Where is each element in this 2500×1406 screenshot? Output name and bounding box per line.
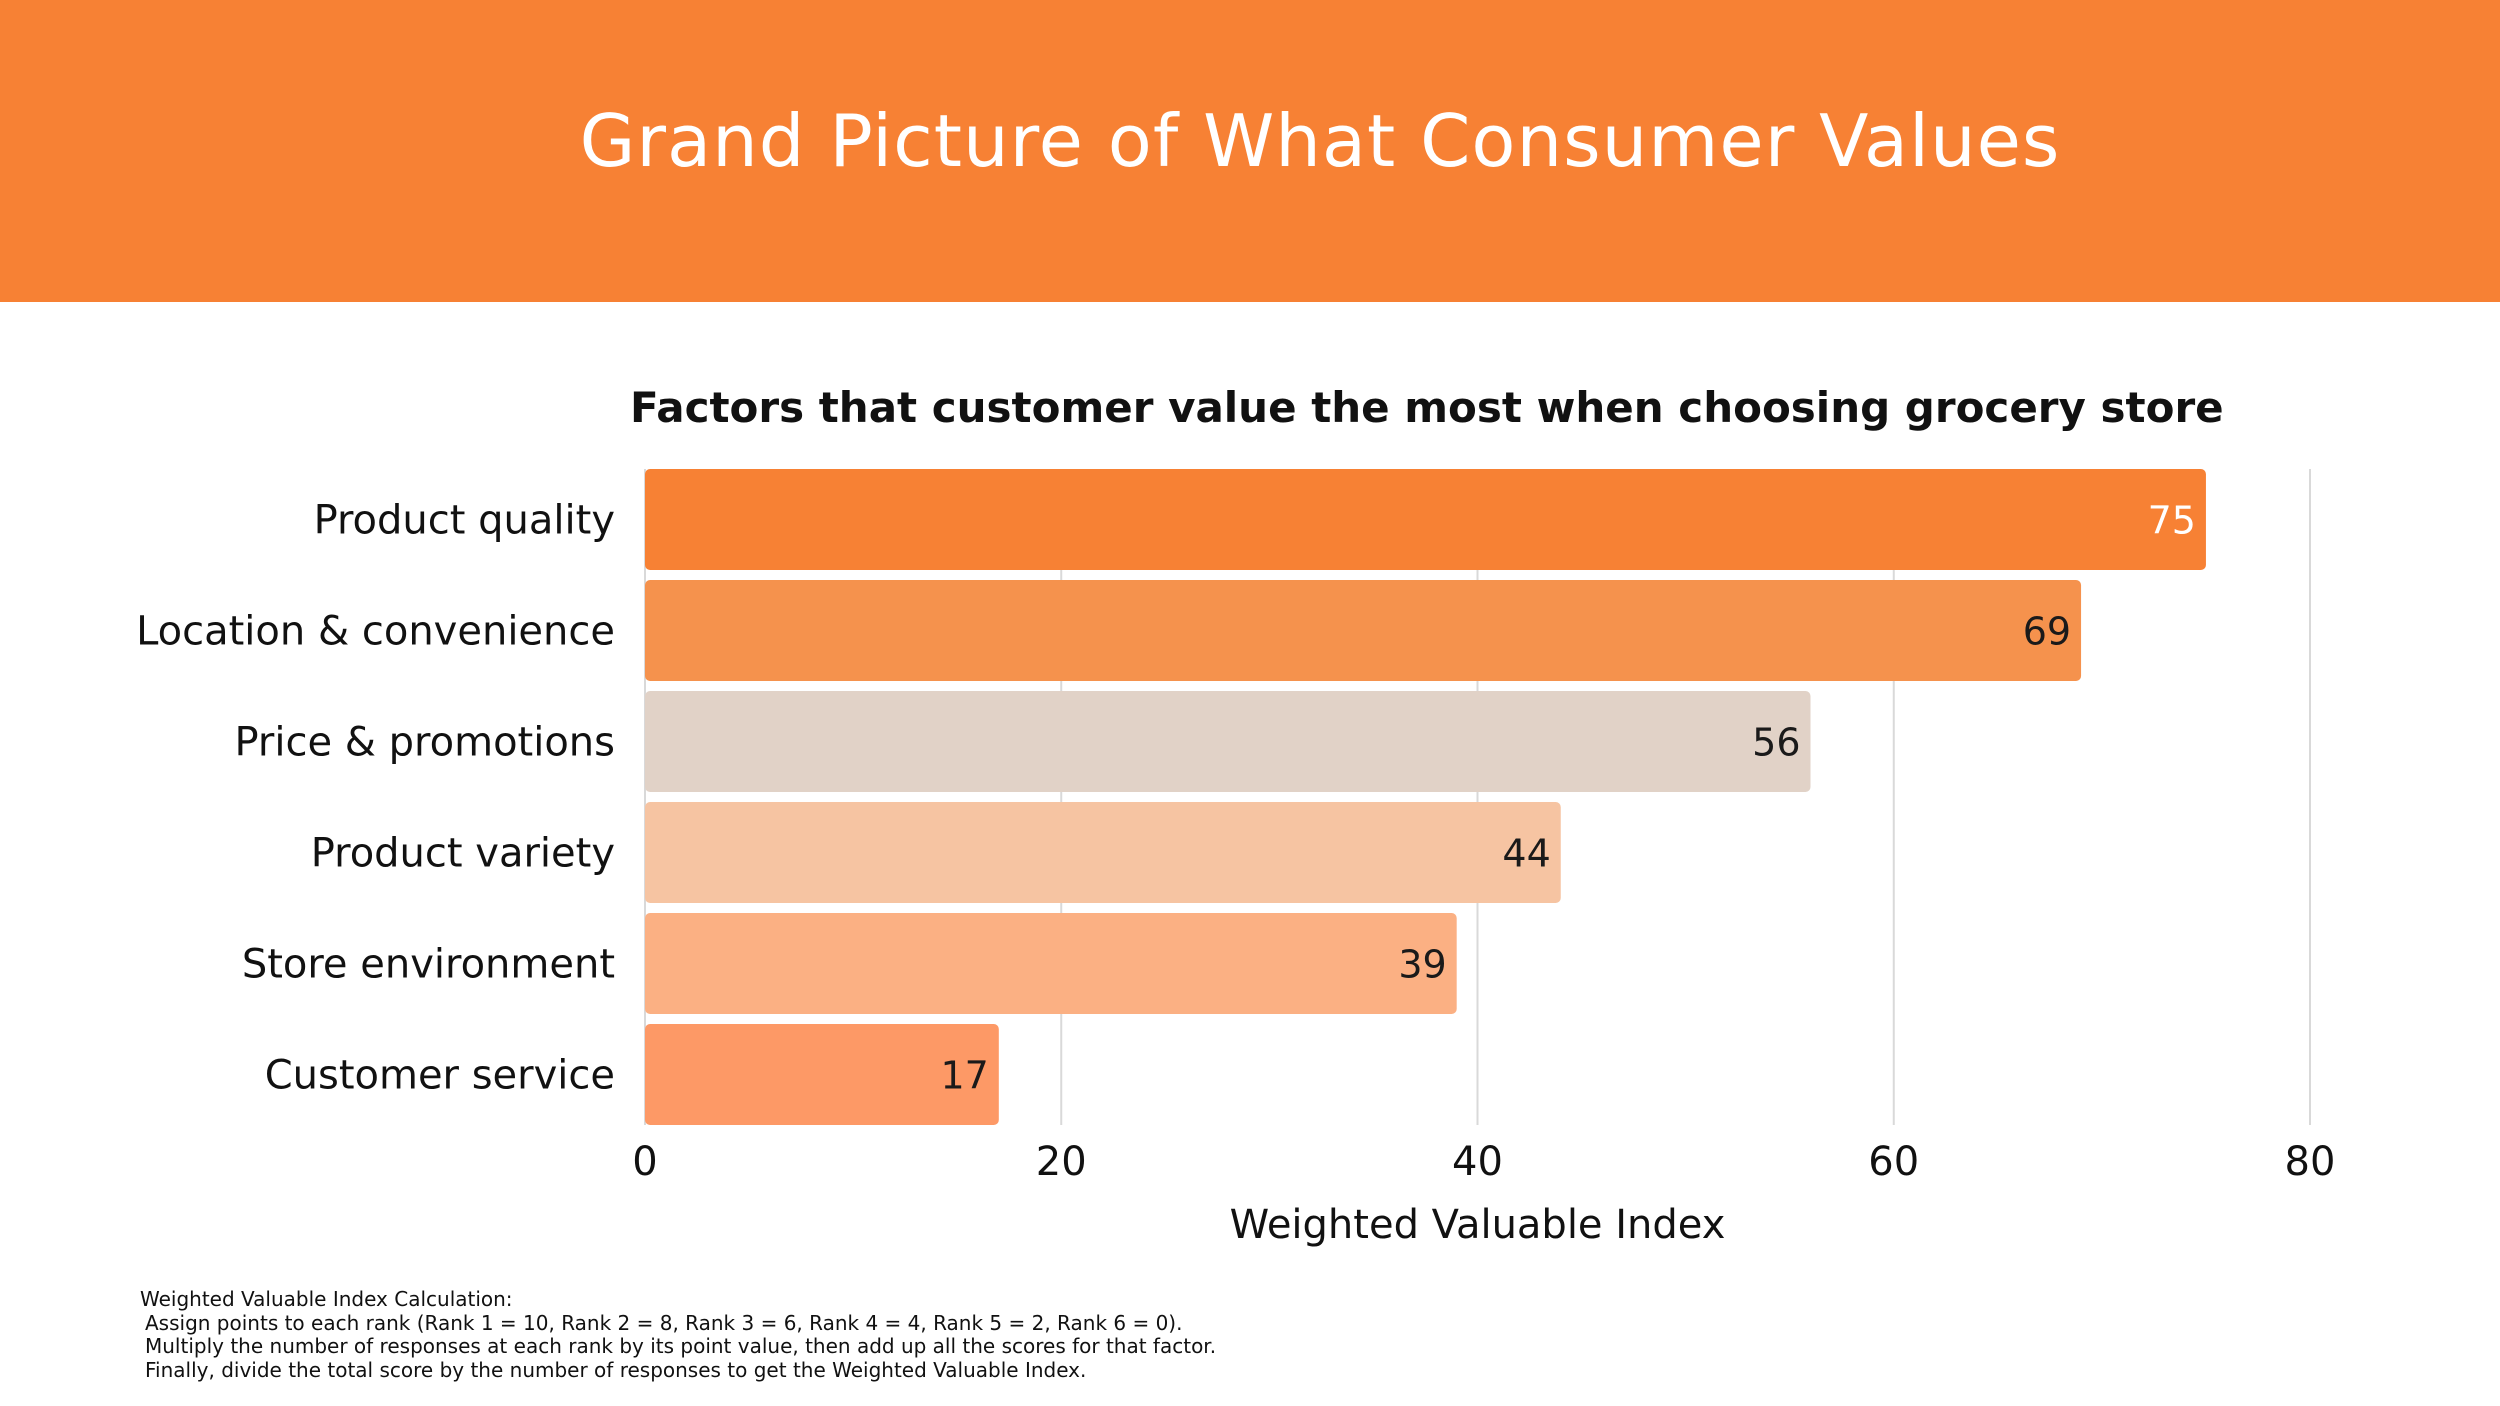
footnote: Weighted Valuable Index Calculation: Ass… [140,1287,1217,1382]
x-tick-label: 0 [632,1139,657,1185]
x-axis-label: Weighted Valuable Index [1230,1202,1726,1248]
bar [645,580,2082,681]
category-label: Customer service [265,1053,615,1099]
x-tick-label: 80 [2285,1139,2336,1185]
bar [645,802,1561,903]
data-label: 17 [940,1054,988,1098]
x-tick-label: 60 [1868,1139,1919,1185]
title-banner: Grand Picture of What Consumer Values [0,0,2500,302]
data-label: 39 [1398,943,1446,987]
bar [645,1024,999,1125]
bar [645,913,1457,1014]
data-label: 56 [1752,721,1800,765]
footnote-line: Multiply the number of responses at each… [145,1334,1217,1358]
category-label: Price & promotions [234,720,615,766]
footnote-line: Finally, divide the total score by the n… [145,1357,1087,1382]
bar [645,469,2206,570]
bar [645,691,1811,792]
data-label: 75 [2148,499,2196,543]
category-label: Product quality [314,498,615,544]
footnote-heading: Weighted Valuable Index Calculation: [140,1287,513,1311]
page-title: Grand Picture of What Consumer Values [579,99,2061,183]
data-label: 44 [1502,832,1550,876]
category-label: Product variety [311,831,615,877]
x-tick-label: 40 [1452,1139,1503,1185]
category-label: Location & convenience [136,609,615,655]
x-tick-label: 20 [1036,1139,1087,1185]
chart-title: Factors that customer value the most whe… [630,383,2224,432]
category-label: Store environment [242,942,615,988]
footnote-line: Assign points to each rank (Rank 1 = 10,… [145,1310,1183,1335]
data-label: 69 [2023,610,2071,654]
